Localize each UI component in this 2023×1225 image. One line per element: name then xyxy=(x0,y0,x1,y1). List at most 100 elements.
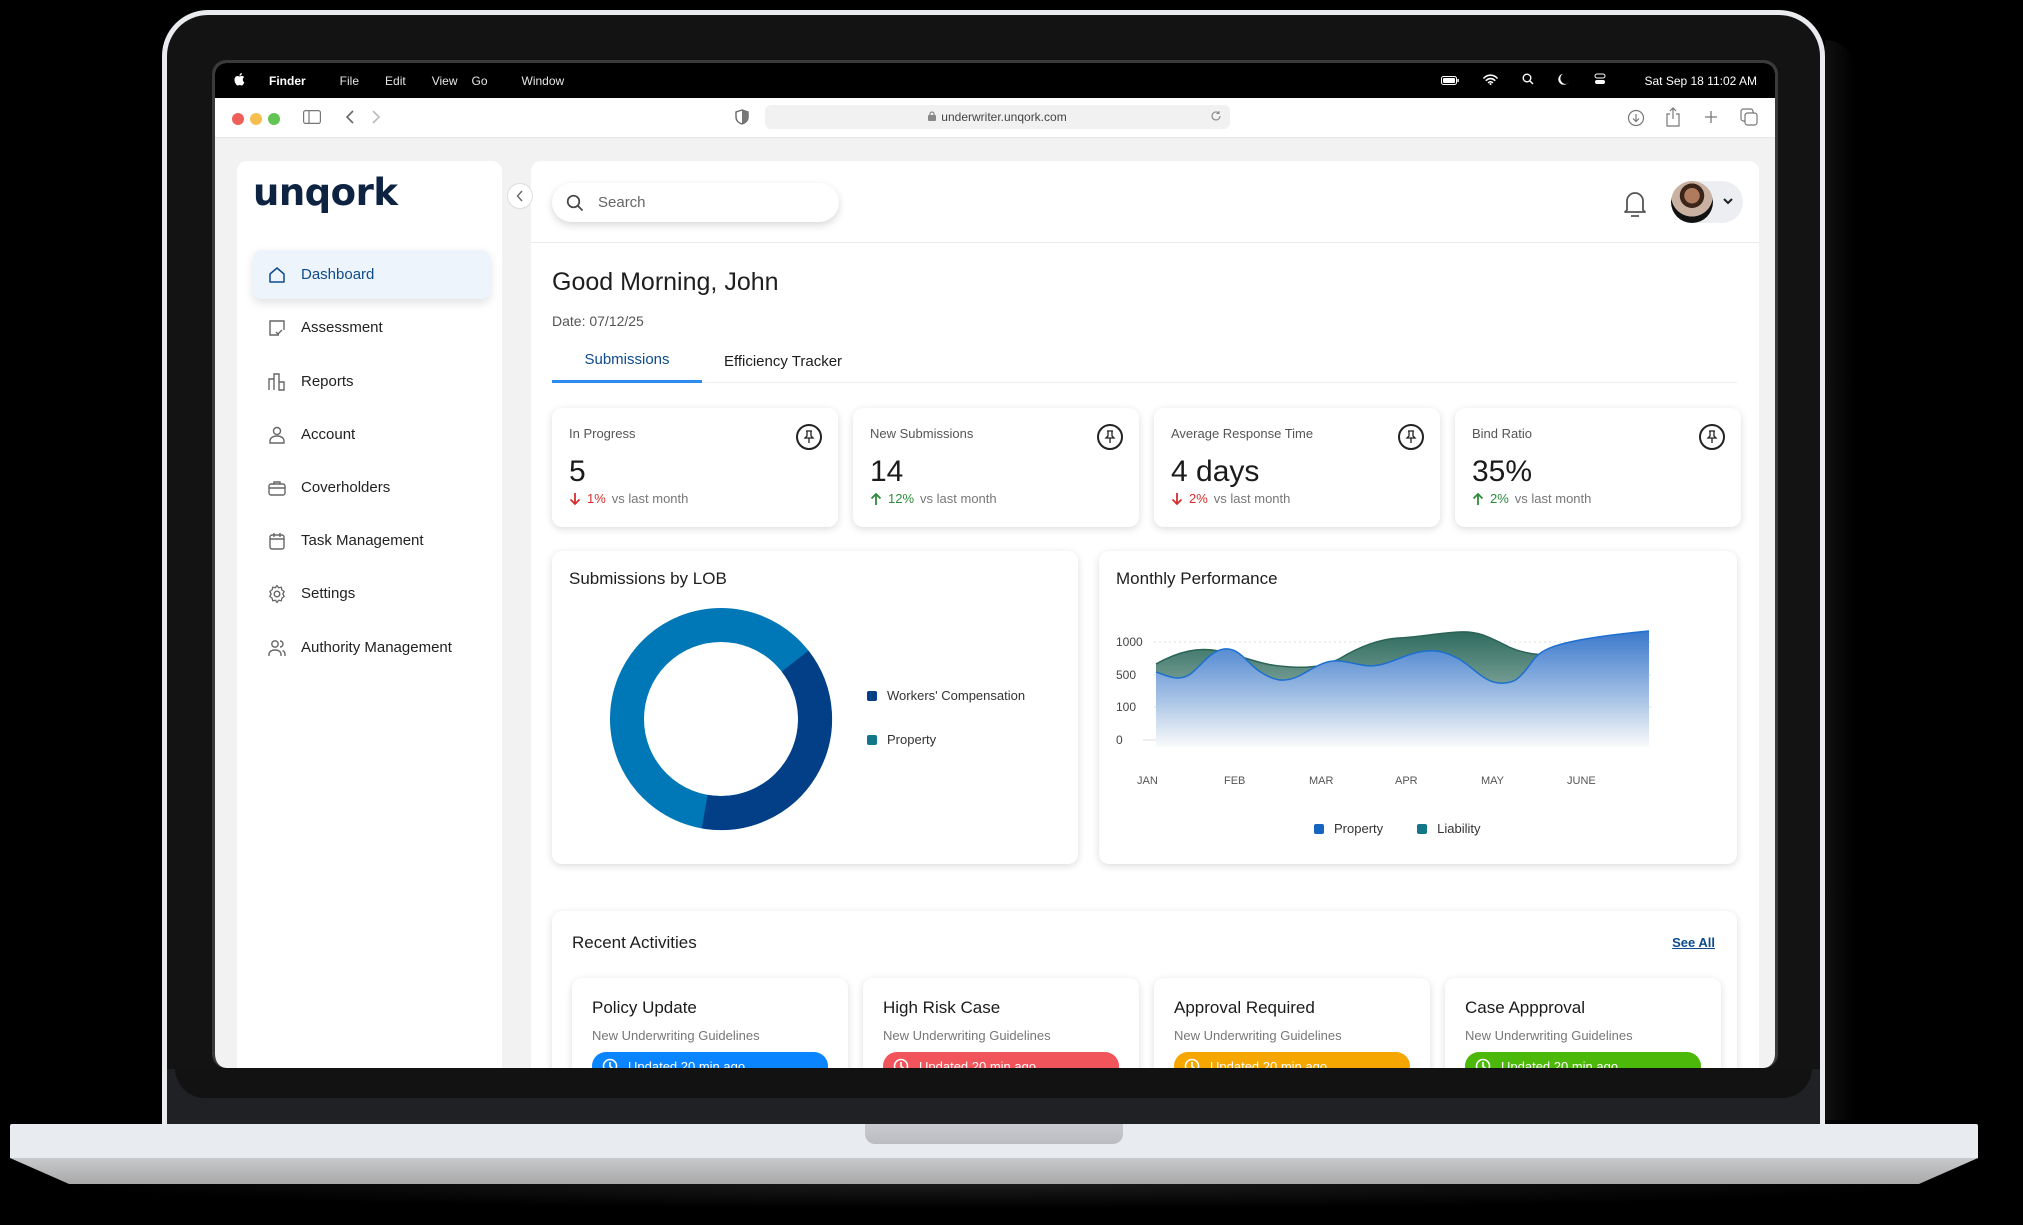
activity-badge-text: Updated 20 min ago xyxy=(1501,1058,1619,1069)
stat-delta: 2% vs last month xyxy=(1171,491,1423,506)
sidebar-item-dashboard[interactable]: Dashboard xyxy=(253,250,490,299)
sidebar-item-authority-management[interactable]: Authority Management xyxy=(253,623,490,672)
search-input[interactable]: Search xyxy=(552,183,839,222)
tab-efficiency-tracker[interactable]: Efficiency Tracker xyxy=(723,352,843,370)
spotlight-icon[interactable] xyxy=(1522,73,1534,88)
legend-swatch xyxy=(1314,823,1324,834)
menubar-app-name[interactable]: Finder xyxy=(269,73,306,88)
monthly-performance-panel: Monthly Performance 1000 500 100 0 xyxy=(1099,551,1737,864)
apple-icon[interactable] xyxy=(233,72,245,89)
zoom-window-button[interactable] xyxy=(268,113,280,125)
donut-chart[interactable] xyxy=(609,607,833,831)
panel-title: Submissions by LOB xyxy=(569,569,727,588)
stat-label: Bind Ratio xyxy=(1472,426,1532,441)
collapse-sidebar-button[interactable] xyxy=(507,183,533,209)
sidebar-item-reports[interactable]: Reports xyxy=(253,357,490,406)
legend-item[interactable]: Workers' Compensation xyxy=(867,688,1025,703)
gear-icon xyxy=(269,584,285,603)
sidebar-item-assessment[interactable]: Assessment xyxy=(253,303,490,352)
activity-card-policy-update[interactable]: Policy Update New Underwriting Guideline… xyxy=(572,978,848,1068)
laptop-bezel-bottom xyxy=(175,1068,1812,1098)
x-tick: APR xyxy=(1395,775,1418,787)
y-tick: 0 xyxy=(1116,733,1123,747)
recent-activities-panel: Recent Activities See All Policy Update … xyxy=(552,911,1737,1068)
wifi-icon[interactable] xyxy=(1483,73,1499,88)
stat-label: In Progress xyxy=(569,426,636,441)
downloads-icon[interactable] xyxy=(1627,109,1645,132)
battery-icon[interactable] xyxy=(1441,74,1460,88)
unqork-logo[interactable]: unqork xyxy=(253,171,398,214)
sidebar-item-label: Coverholders xyxy=(301,479,391,496)
sidebar-item-label: Assessment xyxy=(301,319,383,336)
activity-card-case-approval[interactable]: Case Appproval New Underwriting Guidelin… xyxy=(1445,978,1721,1068)
page-title: Good Morning, John xyxy=(552,268,779,296)
menubar-edit[interactable]: Edit xyxy=(385,73,406,88)
focus-moon-icon[interactable] xyxy=(1558,73,1570,88)
control-center-icon[interactable] xyxy=(1594,73,1606,88)
stat-delta-suffix: vs last month xyxy=(1514,491,1592,506)
sidebar-toggle-icon[interactable] xyxy=(303,110,321,129)
tab-overview-icon[interactable] xyxy=(1740,108,1758,131)
clock-icon xyxy=(1184,1058,1200,1068)
activity-badge: Updated 20 min ago xyxy=(592,1052,828,1068)
activity-subtitle: New Underwriting Guidelines xyxy=(1174,1028,1342,1043)
legend-item[interactable]: Liability xyxy=(1417,821,1481,836)
pin-icon[interactable] xyxy=(1097,424,1123,450)
arrow-down-icon xyxy=(1171,492,1183,505)
pin-icon[interactable] xyxy=(796,424,822,450)
stat-delta-value: 2% xyxy=(1189,491,1208,506)
close-window-button[interactable] xyxy=(232,113,244,125)
activity-badge: Updated 20 min ago xyxy=(1174,1052,1410,1068)
stat-delta-suffix: vs last month xyxy=(611,491,689,506)
stat-value: 14 xyxy=(870,455,904,488)
activity-title: High Risk Case xyxy=(883,998,1001,1017)
x-tick: JAN xyxy=(1137,775,1158,787)
privacy-shield-icon[interactable] xyxy=(735,109,749,130)
sidebar-item-coverholders[interactable]: Coverholders xyxy=(253,463,490,512)
see-all-link[interactable]: See All xyxy=(1672,935,1715,950)
menubar-clock[interactable]: Sat Sep 18 11:02 AM xyxy=(1644,73,1757,88)
reload-icon[interactable] xyxy=(1210,110,1222,125)
perf-legend: Property Liability xyxy=(1314,821,1481,836)
pin-icon[interactable] xyxy=(1398,424,1424,450)
arrow-down-icon xyxy=(569,492,581,505)
url-bar[interactable]: underwriter.unqork.com xyxy=(765,105,1230,129)
legend-item[interactable]: Property xyxy=(867,732,1025,747)
pin-icon[interactable] xyxy=(1699,424,1725,450)
chevron-down-icon xyxy=(1723,198,1733,205)
stat-delta-suffix: vs last month xyxy=(920,491,997,506)
menubar-window[interactable]: Window xyxy=(521,73,565,88)
legend-swatch xyxy=(1417,823,1428,834)
stat-card-in-progress: In Progress 5 1% vs last month xyxy=(552,408,838,527)
avatar[interactable] xyxy=(1671,181,1713,223)
menubar-go[interactable]: Go xyxy=(471,73,488,88)
sidebar: unqork Dashboard Assessment Reports Acco… xyxy=(237,161,533,1068)
users-icon xyxy=(268,639,286,656)
tab-submissions[interactable]: Submissions xyxy=(552,339,702,383)
stat-card-new-submissions: New Submissions 14 12% vs last month xyxy=(853,408,1139,527)
activity-card-approval-required[interactable]: Approval Required New Underwriting Guide… xyxy=(1154,978,1430,1068)
back-arrow-icon[interactable] xyxy=(345,109,355,130)
stat-value: 5 xyxy=(569,455,586,488)
sidebar-item-label: Dashboard xyxy=(301,266,375,283)
menubar-view[interactable]: View xyxy=(431,73,458,88)
macos-menubar: Finder File Edit View Go Window Sat Sep … xyxy=(215,63,1775,98)
new-tab-icon[interactable] xyxy=(1703,109,1719,130)
laptop-base-bottom xyxy=(10,1158,1978,1184)
sidebar-item-task-management[interactable]: Task Management xyxy=(253,516,490,565)
minimize-window-button[interactable] xyxy=(250,113,262,125)
area-chart[interactable] xyxy=(1099,551,1737,864)
browser-toolbar: underwriter.unqork.com xyxy=(215,98,1775,138)
menubar-file[interactable]: File xyxy=(339,73,360,88)
share-icon[interactable] xyxy=(1665,107,1681,132)
forward-arrow-icon[interactable] xyxy=(371,109,381,130)
sidebar-item-account[interactable]: Account xyxy=(253,410,490,459)
legend-item[interactable]: Property xyxy=(1314,821,1383,836)
stat-card-bind-ratio: Bind Ratio 35% 2% vs last month xyxy=(1455,408,1741,527)
notification-bell-icon[interactable] xyxy=(1621,186,1649,220)
profile-menu[interactable] xyxy=(1671,181,1743,223)
stat-value: 4 days xyxy=(1171,455,1260,488)
sidebar-item-settings[interactable]: Settings xyxy=(253,569,490,618)
activity-card-high-risk-case[interactable]: High Risk Case New Underwriting Guidelin… xyxy=(863,978,1139,1068)
stat-delta: 12% vs last month xyxy=(870,491,1122,506)
